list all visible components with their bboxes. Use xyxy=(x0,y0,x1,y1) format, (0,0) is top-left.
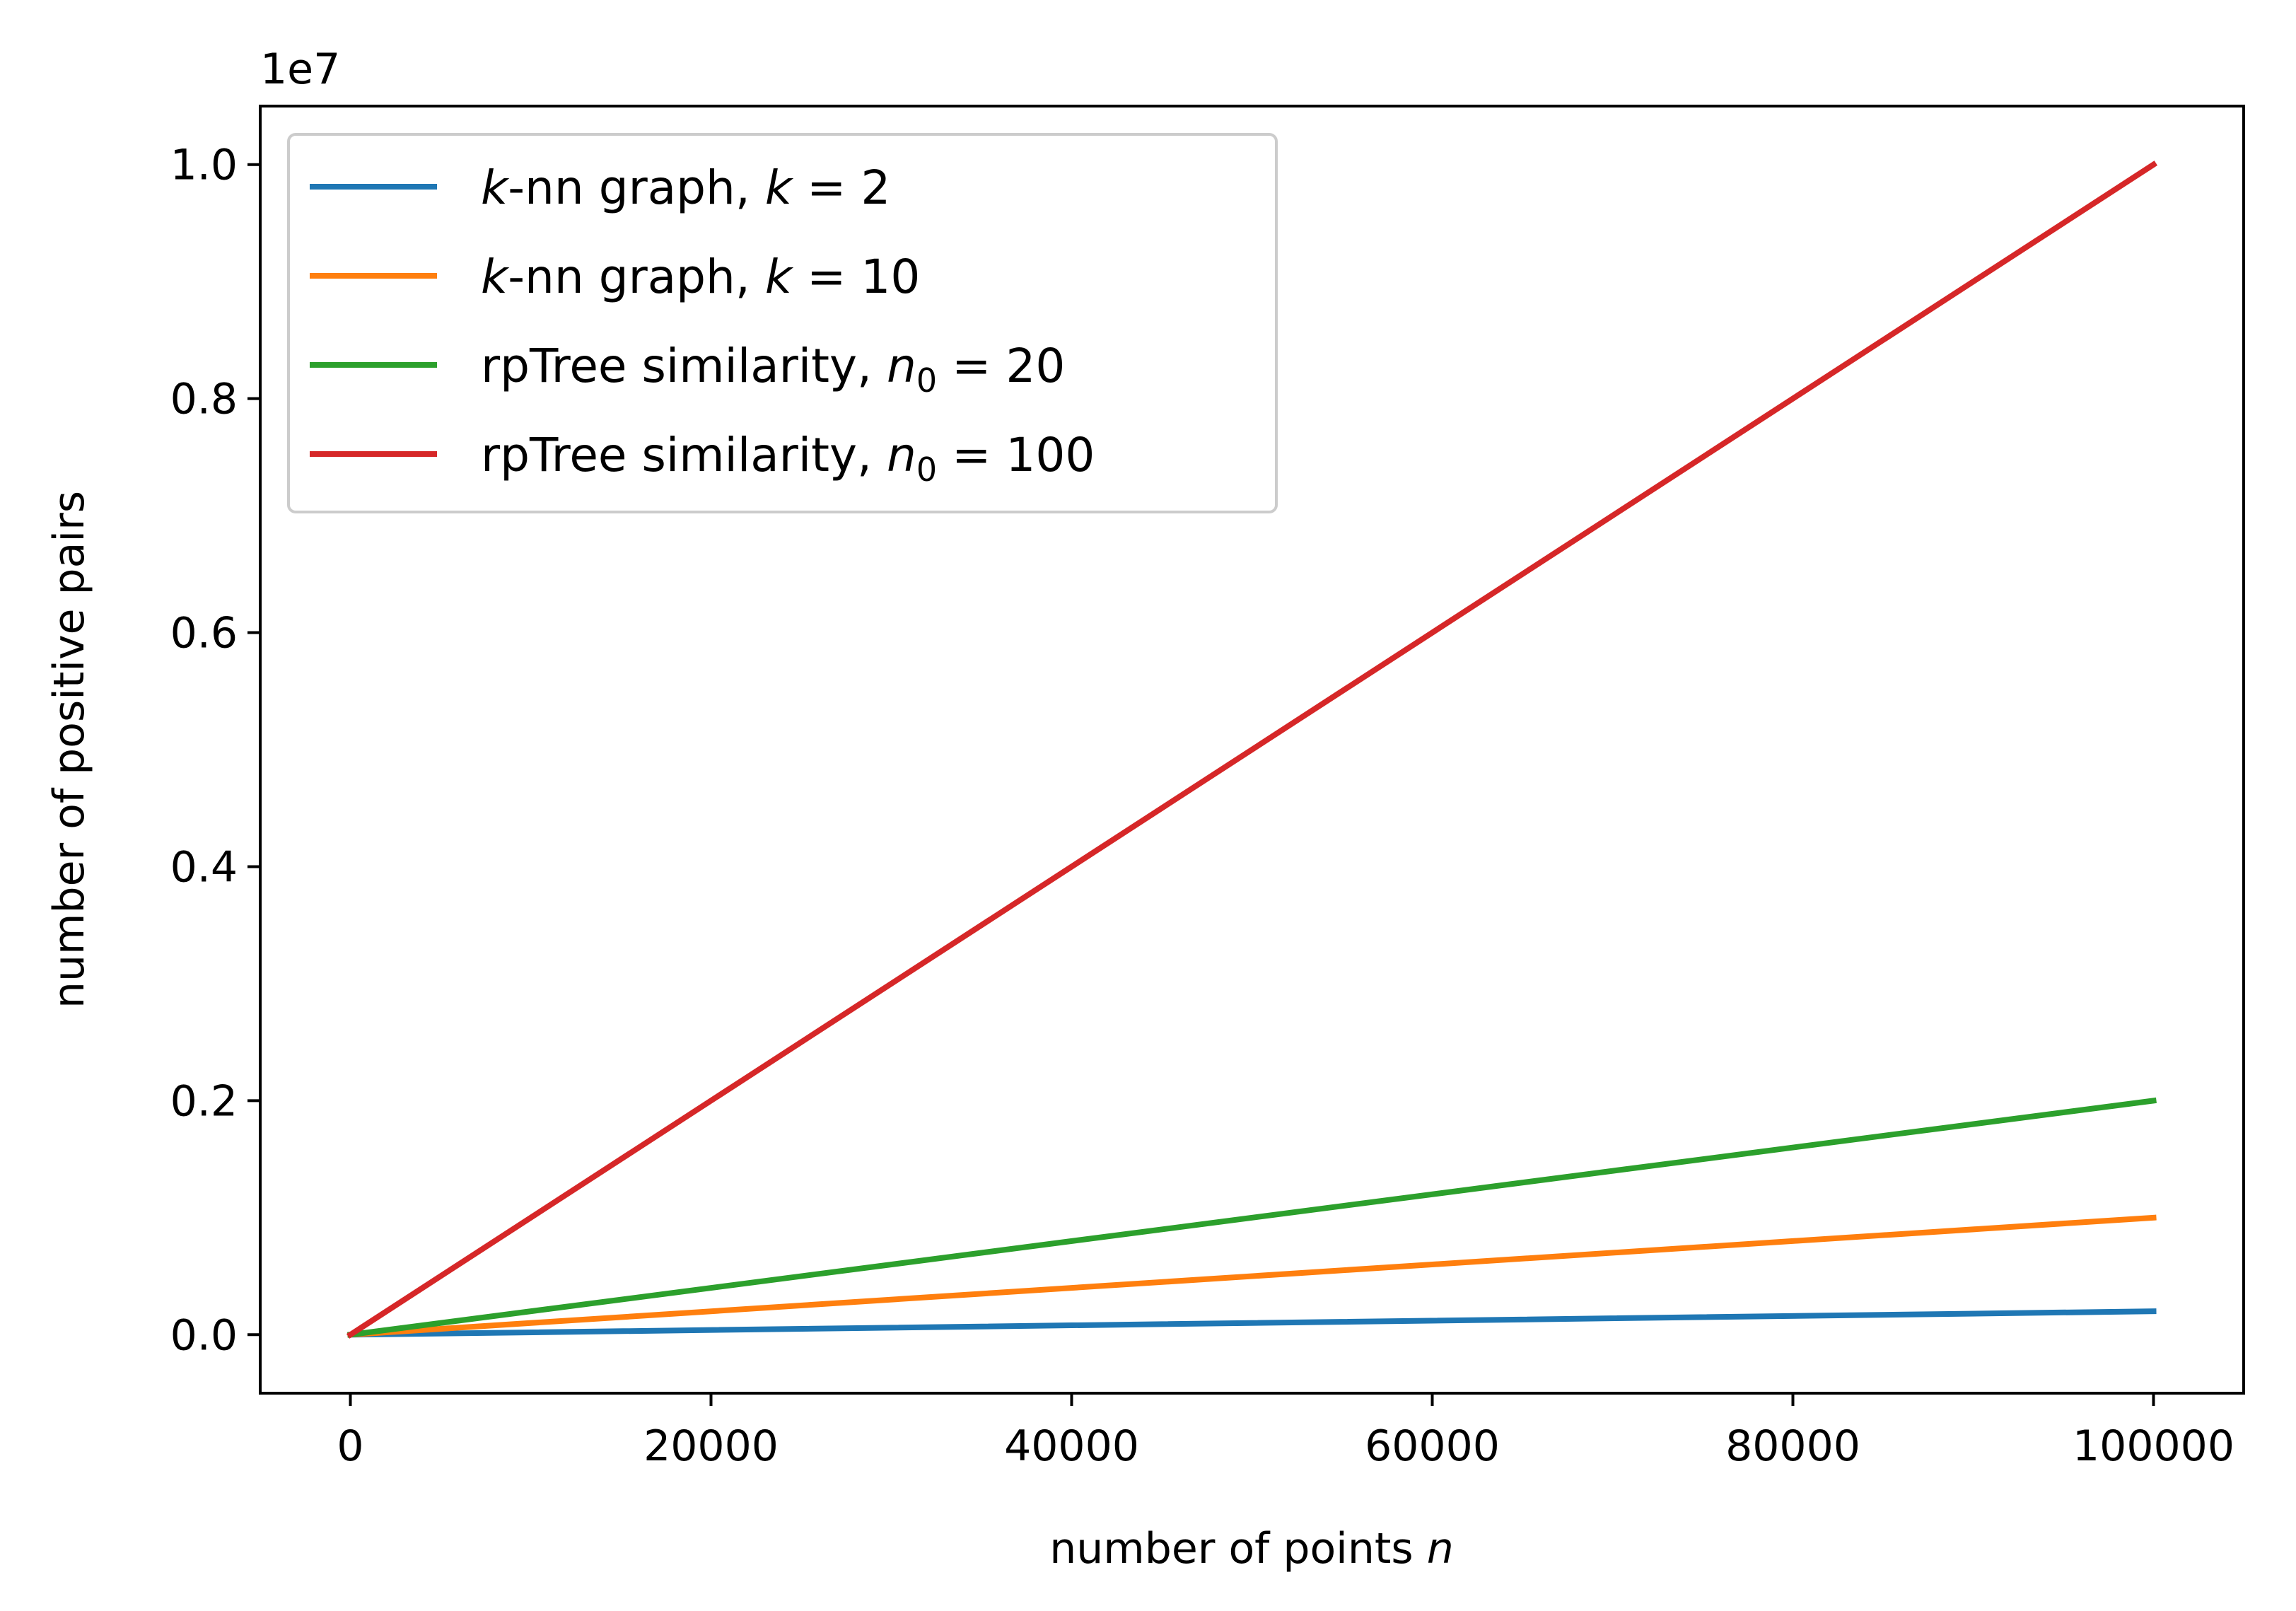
x-tick-label: 40000 xyxy=(1004,1421,1139,1471)
ticks-layer: 0 20000 40000 60000 80000 100000 0.0 0.2 0.4 0.6 0… xyxy=(170,141,2234,1471)
legend-label-2: k-nn graph, k = 10 xyxy=(481,250,920,304)
y-tick-label: 0.6 xyxy=(170,609,238,658)
x-tick-label: 0 xyxy=(337,1421,363,1471)
x-tick-label: 100000 xyxy=(2073,1421,2234,1471)
series-line-2 xyxy=(347,1214,2157,1338)
x-tick-label: 80000 xyxy=(1725,1421,1860,1471)
legend: k-nn graph, k = 2 k-nn graph, k = 10 rpTre… xyxy=(287,133,1278,513)
legend-label-1: k-nn graph, k = 2 xyxy=(481,161,890,215)
legend-box xyxy=(287,133,1278,513)
y-tick-label: 0.0 xyxy=(170,1310,238,1360)
plot-frame xyxy=(259,105,2245,1395)
y-axis-label: number of positive pairs xyxy=(45,491,94,1008)
series-layer xyxy=(346,161,2158,1339)
y-tick-label: 0.2 xyxy=(170,1076,238,1126)
x-axis-label-text: number of points xyxy=(1049,1524,1427,1574)
legend-label-3: rpTree similarity, n0 = 20 xyxy=(481,339,1065,400)
y-tick-label: 1.0 xyxy=(170,141,238,190)
x-axis-label: number of points n xyxy=(1049,1524,1454,1574)
series-line-3 xyxy=(347,1097,2157,1338)
y-offset-label: 1e7 xyxy=(260,45,340,94)
series-line-4 xyxy=(346,161,2158,1339)
x-tick-label: 60000 xyxy=(1365,1421,1500,1471)
legend-items: k-nn graph, k = 2 k-nn graph, k = 10 rpTre… xyxy=(310,161,1095,489)
legend-label-4: rpTree similarity, n0 = 100 xyxy=(481,428,1095,489)
y-tick-label: 0.8 xyxy=(170,375,238,424)
x-tick-label: 20000 xyxy=(643,1421,779,1471)
y-tick-label: 0.4 xyxy=(170,842,238,892)
x-axis-label-var: n xyxy=(1427,1524,1454,1574)
series-line-1 xyxy=(347,1308,2157,1338)
